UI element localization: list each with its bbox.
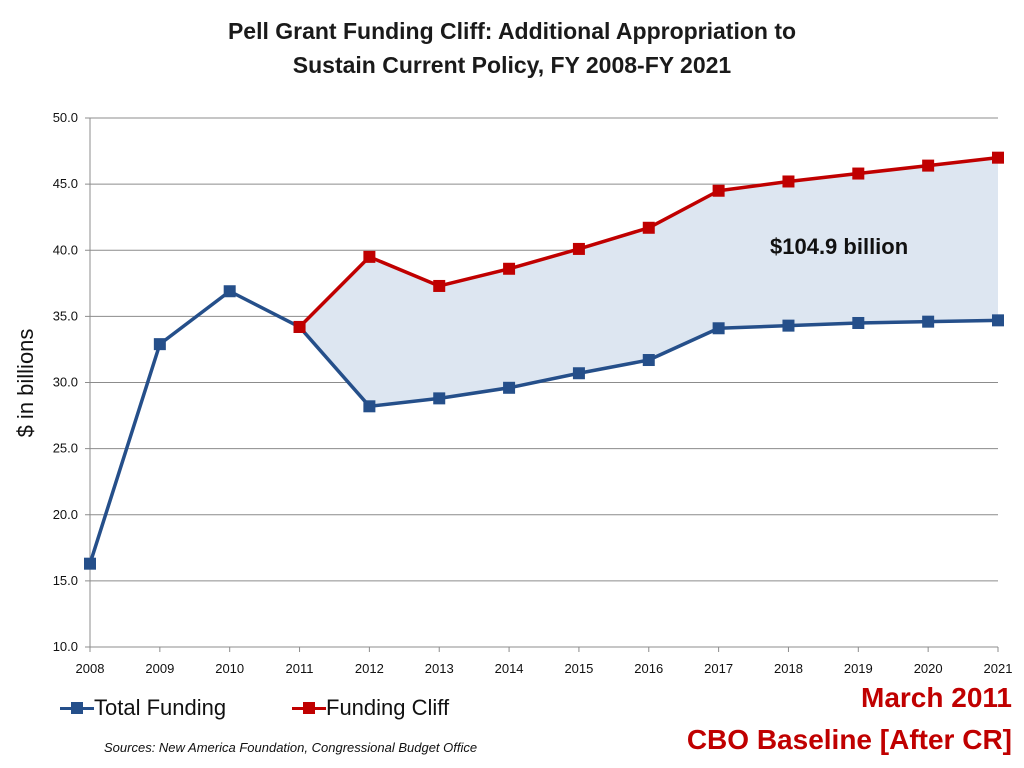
x-tick-label-2: 2010: [215, 661, 244, 676]
data-point-total-funding-2018: [782, 319, 795, 332]
chart-title: Pell Grant Funding Cliff: Additional App…: [112, 14, 912, 82]
x-tick-label-4: 2012: [355, 661, 384, 676]
chart-title-line-2: Sustain Current Policy, FY 2008-FY 2021: [292, 52, 732, 78]
data-point-total-funding-2017: [712, 322, 725, 335]
data-point-funding-cliff-2015: [572, 242, 585, 255]
legend-item-total-funding: Total Funding: [60, 694, 226, 722]
data-point-funding-cliff-2016: [642, 221, 655, 234]
legend-label-total-funding: Total Funding: [94, 695, 227, 720]
gap-annotation: $104.9 billion: [770, 234, 908, 259]
data-point-total-funding-2014: [503, 381, 516, 394]
data-point-total-funding-2015: [572, 367, 585, 380]
y-axis-label: $ in billions: [13, 328, 38, 438]
chart-title-line-1: Pell Grant Funding Cliff: Additional App…: [227, 18, 797, 44]
series-markers: [84, 151, 1004, 570]
funding-gap-area: [299, 157, 998, 407]
series-line-total-funding: [88, 289, 999, 565]
data-point-total-funding-2016: [642, 354, 655, 367]
data-point-funding-cliff-2020: [922, 159, 935, 172]
data-point-funding-cliff-2012: [363, 250, 376, 263]
data-point-total-funding-2009: [153, 338, 166, 351]
data-point-total-funding-2021: [992, 314, 1004, 327]
x-tick-label-5: 2013: [425, 661, 454, 676]
y-tick-label-0: 10.0: [53, 639, 78, 654]
data-point-funding-cliff-2013: [433, 279, 446, 292]
y-tick-label-6: 40.0: [53, 242, 78, 257]
x-tick-label-0: 2008: [76, 661, 105, 676]
x-tick-label-1: 2009: [145, 661, 174, 676]
y-tick-label-2: 20.0: [53, 507, 78, 522]
sources-note: Sources: New America Foundation, Congres…: [104, 740, 478, 755]
legend-swatch-total-funding: [60, 694, 94, 722]
x-tick-label-13: 2021: [984, 661, 1013, 676]
tick-labels: 10.0 15.0 20.0 25.0 30.0 35.0 40.0 45.0 50.0 2008…: [53, 110, 1013, 676]
legend-item-funding-cliff: Funding Cliff: [292, 694, 449, 722]
y-tick-label-8: 50.0: [53, 110, 78, 125]
data-point-funding-cliff-2021: [992, 151, 1004, 164]
data-point-funding-cliff-2019: [852, 167, 865, 180]
y-tick-label-5: 35.0: [53, 308, 78, 323]
legend-label-funding-cliff: Funding Cliff: [326, 695, 450, 720]
data-point-funding-cliff-2018: [782, 175, 795, 188]
x-tick-label-7: 2015: [564, 661, 593, 676]
x-tick-label-9: 2017: [704, 661, 733, 676]
data-point-total-funding-2008: [84, 557, 96, 570]
x-tick-label-12: 2020: [914, 661, 943, 676]
x-tick-label-6: 2014: [495, 661, 524, 676]
legend-swatch-funding-cliff: [292, 694, 326, 722]
date-stamp: March 2011: [861, 682, 1012, 713]
y-tick-label-4: 30.0: [53, 375, 78, 390]
data-point-total-funding-2010: [223, 285, 236, 298]
shaded-gap-area: [299, 157, 998, 407]
y-tick-label-1: 15.0: [53, 573, 78, 588]
y-tick-label-7: 45.0: [53, 176, 78, 191]
data-point-funding-cliff-2017: [712, 184, 725, 197]
data-point-funding-cliff-2011: [293, 320, 306, 333]
data-point-total-funding-2020: [922, 315, 935, 328]
x-tick-label-8: 2016: [634, 661, 663, 676]
x-tick-label-11: 2019: [844, 661, 873, 676]
x-tick-label-3: 2011: [286, 661, 314, 676]
data-point-total-funding-2012: [363, 400, 376, 413]
baseline-stamp: CBO Baseline [After CR]: [686, 724, 1012, 755]
data-point-total-funding-2013: [433, 392, 446, 405]
data-point-total-funding-2019: [852, 316, 865, 329]
x-tick-label-10: 2018: [774, 661, 803, 676]
data-point-funding-cliff-2014: [503, 262, 516, 275]
y-tick-label-3: 25.0: [53, 441, 78, 456]
